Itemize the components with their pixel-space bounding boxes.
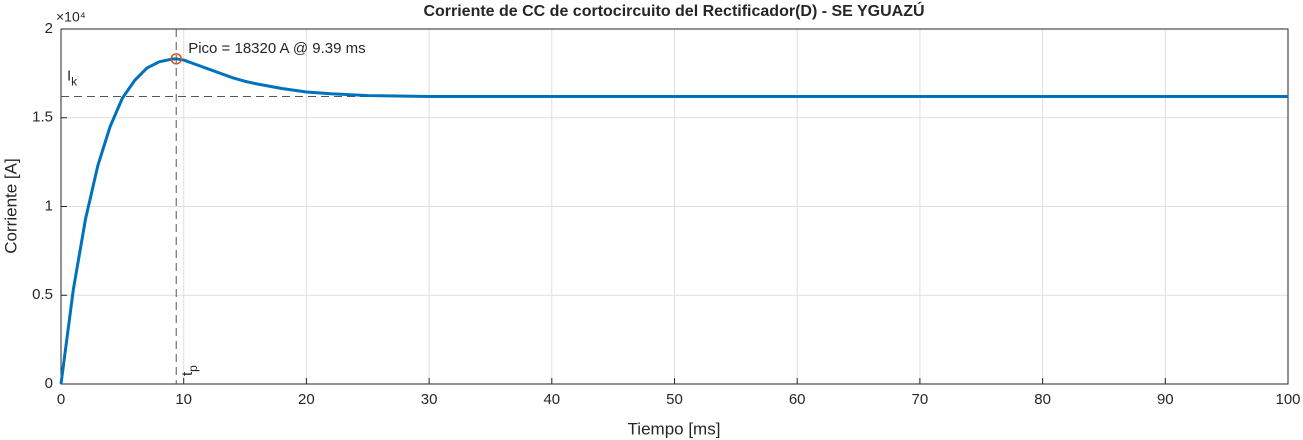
x-tick-label: 70 xyxy=(912,391,929,408)
x-tick-label: 100 xyxy=(1275,391,1300,408)
x-tick-label: 90 xyxy=(1157,391,1174,408)
x-tick-label: 10 xyxy=(175,391,192,408)
plot-frame xyxy=(60,28,1289,385)
y-tick-label: 1 xyxy=(45,197,53,214)
x-tick-label: 60 xyxy=(789,391,806,408)
reference-label-sub: p xyxy=(186,365,200,372)
reference-label-base: I xyxy=(67,67,71,84)
x-axis-label: Tiempo [ms] xyxy=(628,419,721,438)
reference-label: tp xyxy=(179,365,200,376)
y-exponent: ×10⁴ xyxy=(56,9,86,25)
y-tick-label: 0.5 xyxy=(32,286,53,303)
y-tick-label: 2 xyxy=(45,20,53,37)
x-tick-label: 50 xyxy=(666,391,683,408)
y-tick-label: 1.5 xyxy=(32,109,53,126)
x-tick-label: 30 xyxy=(421,391,438,408)
y-tick-label: 0 xyxy=(45,375,53,392)
reference-label-base: t xyxy=(179,371,196,376)
x-tick-label: 20 xyxy=(298,391,315,408)
reference-label: Ik xyxy=(67,67,78,88)
peak-annotation: Pico = 18320 A @ 9.39 ms xyxy=(188,40,365,57)
chart-title: Corriente de CC de cortocircuito del Rec… xyxy=(423,1,924,20)
x-tick-label: 80 xyxy=(1034,391,1051,408)
y-axis-label: Corriente [A] xyxy=(1,158,20,253)
data-line xyxy=(59,57,1288,385)
x-tick-label: 40 xyxy=(543,391,560,408)
peak-marker xyxy=(170,53,182,65)
reference-label-sub: k xyxy=(71,75,78,89)
x-tick-label: 0 xyxy=(57,391,65,408)
